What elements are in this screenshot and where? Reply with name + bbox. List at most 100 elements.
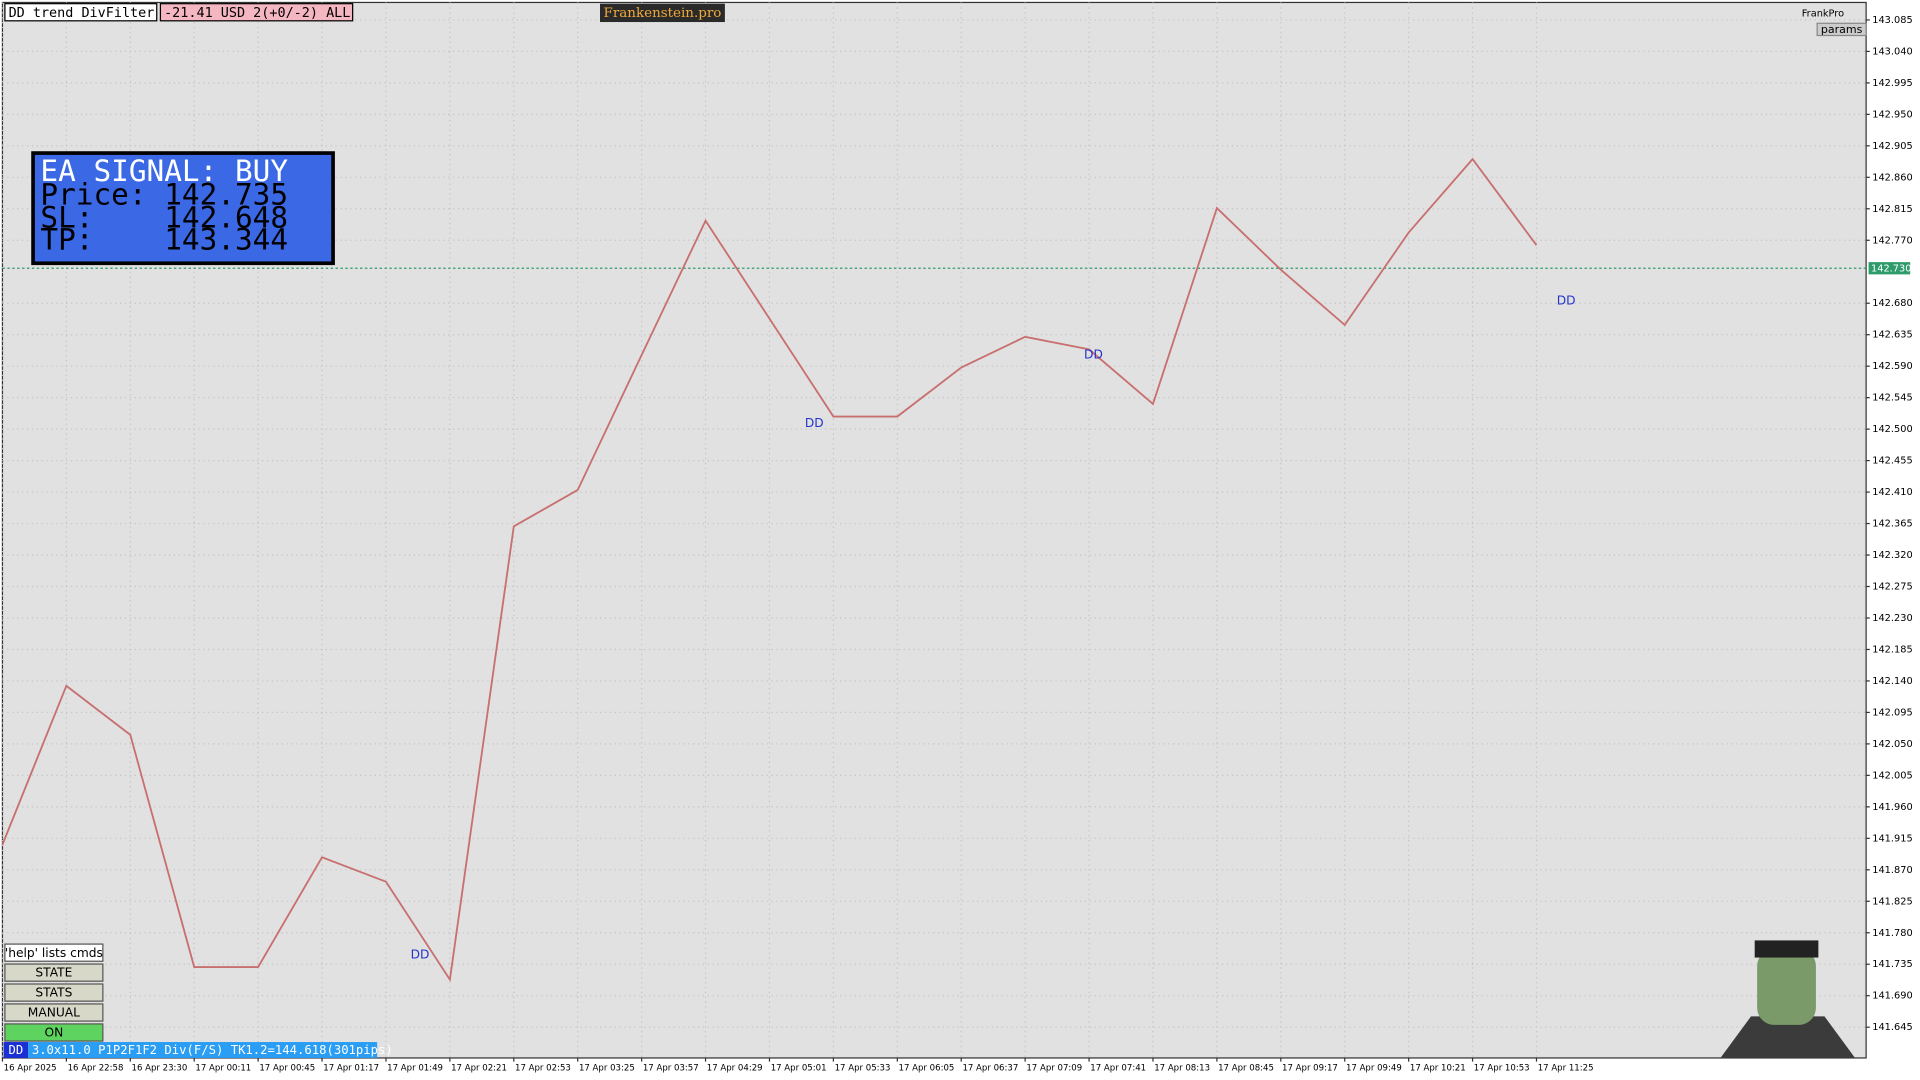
mascot-hair (1754, 940, 1819, 958)
x-tick-label: 17 Apr 02:21 (451, 1063, 507, 1073)
button[interactable] (4, 943, 104, 962)
y-tick-label: 141.915 (1872, 833, 1912, 844)
x-tick-label: 17 Apr 03:25 (579, 1063, 635, 1073)
x-tick-label: 17 Apr 06:05 (899, 1063, 955, 1073)
y-tick-label: 142.905 (1872, 141, 1912, 152)
plot: 142.730 DD DD DD DD (1, 157, 1911, 983)
brand-label: Frankenstein.pro (604, 6, 722, 21)
signal-title: EA SIGNAL: BUY (40, 154, 288, 188)
y-tick-label: 143.085 (1872, 15, 1912, 26)
button[interactable] (4, 983, 104, 1002)
buttons: 'help' lists cmds STATE STATS MANUAL ON (4, 943, 104, 1042)
indicator-box (4, 3, 158, 22)
x-tick-label: 17 Apr 09:17 (1282, 1063, 1338, 1073)
x-tick-label: 17 Apr 10:21 (1410, 1063, 1466, 1073)
account-label: -21.41 USD 2(+0/-2) ALL (164, 6, 350, 21)
signal-sl: SL: 142.648 (40, 201, 288, 235)
x-tick-label: 17 Apr 08:45 (1218, 1063, 1274, 1073)
x-tick-label: 17 Apr 03:57 (643, 1063, 699, 1073)
annotation: DD (1557, 294, 1576, 308)
y-tick-label: 141.645 (1872, 1022, 1912, 1033)
button-label[interactable]: MANUAL (28, 1006, 80, 1020)
y-tick-label: 142.230 (1872, 613, 1912, 624)
button-label[interactable]: 'help' lists cmds (5, 946, 103, 960)
y-tick-label: 142.320 (1872, 550, 1912, 561)
y-tick-label: 142.455 (1872, 456, 1912, 467)
y-tick-label: 141.735 (1872, 959, 1912, 970)
y-tick-label: 142.545 (1872, 393, 1912, 404)
x-tick-label: 17 Apr 07:09 (1026, 1063, 1082, 1073)
button-label[interactable]: STATS (35, 986, 72, 1000)
y-tick-label: 141.870 (1872, 865, 1912, 876)
y-tick-label: 142.770 (1872, 235, 1912, 246)
y-tick-label: 141.690 (1872, 991, 1912, 1002)
x-tick-label: 16 Apr 23:30 (132, 1063, 188, 1073)
price-line (1, 157, 1538, 983)
x-tick-label: 17 Apr 01:49 (387, 1063, 443, 1073)
signal-tp: TP: 143.344 (40, 223, 288, 257)
button[interactable] (4, 963, 104, 982)
button[interactable] (4, 1023, 104, 1042)
signal-price: Price: 142.735 (40, 177, 288, 211)
x-tick-label: 17 Apr 05:33 (835, 1063, 891, 1073)
y-tick-label: 142.410 (1872, 487, 1912, 498)
x-tick-label: 17 Apr 11:25 (1538, 1063, 1594, 1073)
button-label[interactable]: ON (44, 1026, 63, 1040)
x-tick-label: 16 Apr 2025 (4, 1063, 57, 1073)
annotation: DD (411, 948, 430, 962)
x-tick-label: 17 Apr 00:45 (259, 1063, 315, 1073)
button-label[interactable]: STATE (35, 966, 72, 980)
status-box (28, 1042, 378, 1058)
x-tick-label: 17 Apr 00:11 (195, 1063, 251, 1073)
user-label: FrankPro (1802, 8, 1844, 19)
y-tick-label: 142.635 (1872, 330, 1912, 341)
x-tick-label: 17 Apr 09:49 (1346, 1063, 1402, 1073)
button[interactable] (4, 1003, 104, 1022)
y-tick-label: 141.780 (1872, 928, 1912, 939)
current-price-box (1868, 262, 1911, 275)
y-tick-label: 142.140 (1872, 676, 1912, 687)
indicator-label: DD trend DivFilter (9, 6, 155, 21)
y-tick-label: 142.365 (1872, 519, 1912, 530)
status-tag-box (3, 1042, 29, 1058)
account-box (159, 3, 354, 22)
y-tick-label: 142.050 (1872, 739, 1912, 750)
params-button[interactable] (1816, 22, 1867, 37)
x-tick-label: 17 Apr 05:01 (771, 1063, 827, 1073)
y-tick-label: 142.950 (1872, 109, 1912, 120)
x-tick-label: 17 Apr 07:41 (1090, 1063, 1146, 1073)
status-text: 3.0x11.0 P1P2F1F2 Div(F/S) TK1.2=144.618… (32, 1043, 393, 1057)
current-price-label: 142.730 (1871, 263, 1911, 274)
y-tick-label: 142.590 (1872, 361, 1912, 372)
mascot (1720, 940, 1856, 1058)
x-tick-label: 17 Apr 10:53 (1474, 1063, 1530, 1073)
x-tick-label: 17 Apr 01:17 (323, 1063, 379, 1073)
y-tick-label: 142.095 (1872, 707, 1912, 718)
y-tick-label: 143.040 (1872, 46, 1912, 57)
y-tick-label: 142.005 (1872, 770, 1912, 781)
x-tick-label: 17 Apr 04:29 (707, 1063, 763, 1073)
y-tick-label: 142.500 (1872, 424, 1912, 435)
x-tick-label: 16 Apr 22:58 (68, 1063, 124, 1073)
y-tick-label: 142.995 (1872, 78, 1912, 89)
brand-box (600, 3, 725, 23)
annotation: DD (805, 416, 824, 430)
y-tick-label: 141.825 (1872, 896, 1912, 907)
y-tick-label: 142.860 (1872, 172, 1912, 183)
y-tick-label: 142.815 (1872, 204, 1912, 215)
x-tick-label: 17 Apr 06:37 (962, 1063, 1018, 1073)
params-label[interactable]: params (1821, 23, 1863, 36)
y-tick-label: 141.960 (1872, 802, 1912, 813)
x-tick-label: 17 Apr 08:13 (1154, 1063, 1210, 1073)
x-tick-label: 17 Apr 02:53 (515, 1063, 571, 1073)
signal-box (31, 151, 335, 266)
annotation: DD (1084, 348, 1103, 362)
mascot-face (1757, 948, 1816, 1025)
y-tick-label: 142.185 (1872, 644, 1912, 655)
status-tag: DD (9, 1043, 24, 1057)
mascot-body (1720, 1016, 1856, 1058)
y-tick-label: 142.275 (1872, 582, 1912, 593)
